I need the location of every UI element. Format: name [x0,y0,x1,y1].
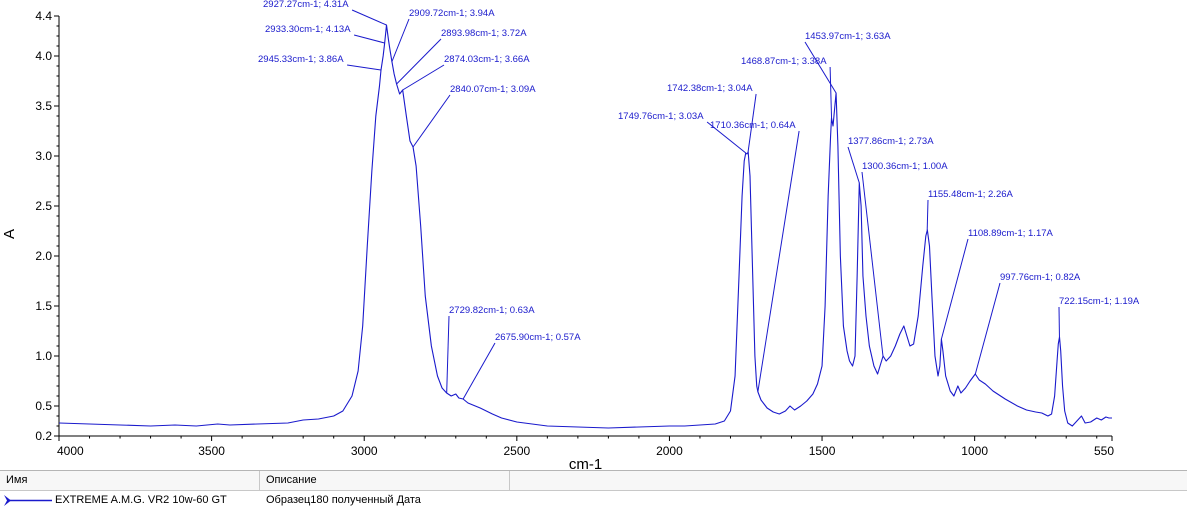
peak-label: 2840.07cm-1; 3.09A [450,84,536,95]
peak-leader-line [413,95,450,147]
x-tick-label: 550 [1094,444,1114,458]
peak-label: 1155.48cm-1; 2.26A [928,189,1014,200]
x-tick-label: 2500 [503,444,530,458]
x-axis-title: cm-1 [569,456,602,470]
peak-label: 2675.90cm-1; 0.57A [495,332,581,343]
peak-label: 1749.76cm-1; 3.03A [618,111,704,122]
peak-leader-line [805,42,836,93]
peak-leader-line [758,131,799,392]
ir-spectrum-chart: 4000 3500 3000 2500 2000 1500 1000 550 0.2 0.5 1.0… [0,0,1187,470]
legend-row[interactable]: EXTREME A.M.G. VR2 10w-60 GT Образец180 … [0,491,1187,510]
peak-label: 1742.38cm-1; 3.04A [667,83,753,94]
peak-label: 2927.27cm-1; 4.31A [263,0,349,10]
series-marker-icon [3,493,53,508]
peak-leader-line [403,65,444,90]
x-tick-label: 1000 [961,444,988,458]
y-tick-label: 4.4 [35,9,52,23]
y-tick-label: 1.5 [35,299,52,313]
peak-label: 2909.72cm-1; 3.94A [409,8,495,19]
peak-label: 997.76cm-1; 0.82A [1000,272,1081,283]
spectrum-layer [59,25,1112,428]
legend-header-row: Имя Описание [0,471,1187,491]
column-divider[interactable] [259,471,260,490]
peak-leader-line [941,239,968,339]
peak-label: 1468.87cm-1; 3.38A [741,56,827,67]
column-divider[interactable] [509,471,510,490]
y-tick-label: 4.0 [35,49,52,63]
annotation-layer: 2927.27cm-1; 4.31A 2909.72cm-1; 3.94A 2933… [258,0,1140,399]
peak-leader-line [354,35,384,43]
legend-table: Имя Описание EXTREME A.M.G. VR2 10w-60 G… [0,470,1187,512]
y-axis-title: A [1,229,18,239]
y-tick-label: 2.0 [35,249,52,263]
x-tick-label: 2000 [656,444,683,458]
peak-leader-line [862,172,883,356]
peak-leader-line [352,10,386,25]
peak-label: 2945.33cm-1; 3.86A [258,54,344,65]
x-tick-label: 4000 [57,444,84,458]
peak-leader-line [830,67,831,118]
y-tick-label: 0.5 [35,399,52,413]
axes: 4000 3500 3000 2500 2000 1500 1000 550 0.2 0.5 1.0… [1,9,1114,470]
legend-series-description: Образец180 полученный Дата [266,491,421,510]
legend-header-description[interactable]: Описание [266,471,317,490]
peak-label: 1108.89cm-1; 1.17A [968,228,1054,239]
peak-label: 2933.30cm-1; 4.13A [265,24,351,35]
spectrum-line [59,25,1112,428]
peak-leader-line [927,200,928,230]
peak-leader-line [447,316,449,393]
peak-leader-line [975,283,1000,374]
y-tick-label: 2.5 [35,199,52,213]
peak-label: 1453.97cm-1; 3.63A [805,31,891,42]
peak-label: 1710.36cm-1; 0.64A [710,120,796,131]
peak-leader-line [397,39,441,84]
peak-label: 2729.82cm-1; 0.63A [449,305,535,316]
y-tick-label: 0.2 [35,429,52,443]
peak-label: 2874.03cm-1; 3.66A [444,54,530,65]
x-tick-label: 1500 [809,444,836,458]
y-tick-label: 1.0 [35,349,52,363]
peak-leader-line [347,65,381,70]
peak-label: 2893.98cm-1; 3.72A [441,28,527,39]
peak-leader-line [848,147,859,183]
peak-label: 722.15cm-1; 1.19A [1059,296,1140,307]
peak-label: 1377.86cm-1; 2.73A [848,136,934,147]
peak-leader-line [392,19,409,62]
x-tick-label: 3500 [198,444,225,458]
x-tick-label: 3000 [351,444,378,458]
legend-header-name[interactable]: Имя [6,471,27,490]
y-tick-label: 3.5 [35,99,52,113]
y-tick-label: 3.0 [35,149,52,163]
peak-leader-line [463,343,495,399]
legend-series-name: EXTREME A.M.G. VR2 10w-60 GT [55,491,227,510]
peak-label: 1300.36cm-1; 1.00A [862,161,948,172]
